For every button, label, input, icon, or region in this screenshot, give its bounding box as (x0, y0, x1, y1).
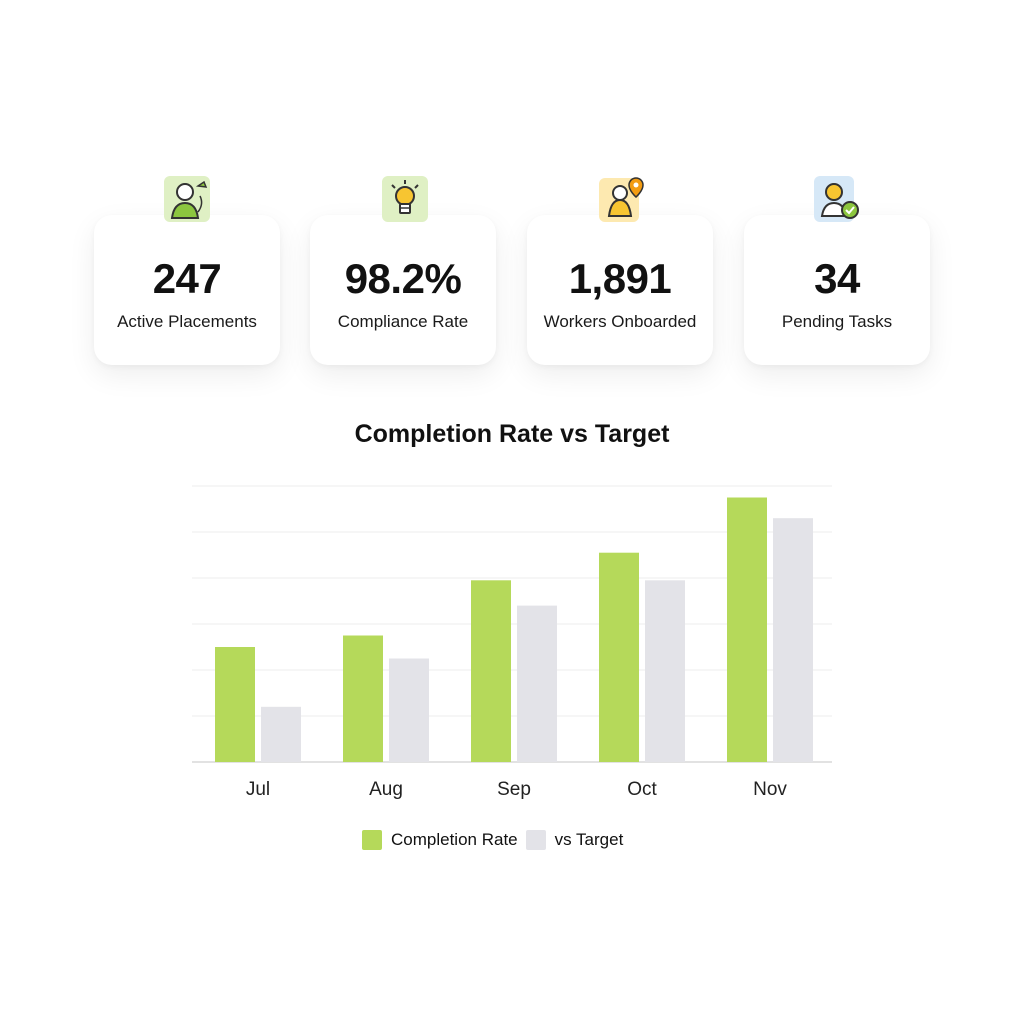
legend-swatch-completion (362, 830, 382, 850)
stat-card-compliance-rate: 98.2% Compliance Rate (310, 215, 496, 365)
stat-card-workers-onboarded: 1,891 Workers Onboarded (527, 215, 713, 365)
bar-completion-rate (471, 580, 511, 762)
x-tick-label: Nov (753, 779, 787, 800)
chart-title: Completion Rate vs Target (354, 420, 670, 448)
lightbulb-icon (382, 176, 428, 222)
x-tick-label: Aug (369, 779, 403, 800)
bar-vs-target (645, 580, 685, 762)
bar-completion-rate (343, 635, 383, 762)
worker-icon (164, 176, 210, 222)
bar-completion-rate (727, 497, 767, 762)
x-tick-label: Jul (246, 779, 270, 800)
stat-card-active-placements: 247 Active Placements (94, 215, 280, 365)
stat-label: Pending Tasks (781, 312, 893, 331)
stat-value: 34 (814, 255, 860, 302)
chart-legend: Completion Rate vs Target (362, 830, 631, 850)
stat-value: 247 (152, 255, 222, 302)
legend-label: vs Target (554, 830, 624, 849)
x-tick-label: Oct (627, 779, 657, 800)
stat-label: Workers Onboarded (543, 312, 697, 331)
x-tick-label: Sep (497, 779, 531, 800)
stat-label: Active Placements (117, 312, 257, 331)
stat-value: 1,891 (568, 255, 672, 302)
bar-vs-target (773, 518, 813, 762)
bar-completion-rate (599, 552, 639, 762)
stat-value: 98.2% (344, 255, 462, 302)
stat-label: Compliance Rate (337, 312, 469, 331)
legend-item-vs-target: vs Target (525, 830, 624, 850)
stat-card-pending-tasks: 34 Pending Tasks (744, 215, 930, 365)
bar-vs-target (261, 706, 301, 762)
legend-item-completion-rate: Completion Rate (362, 830, 518, 850)
bar-vs-target (517, 605, 557, 762)
location-pin-icon (599, 177, 644, 222)
legend-swatch-target (525, 830, 546, 850)
bar-vs-target (389, 658, 429, 762)
pending-user-icon (814, 176, 859, 222)
legend-label: Completion Rate (391, 830, 518, 849)
bar-completion-rate (215, 647, 255, 762)
